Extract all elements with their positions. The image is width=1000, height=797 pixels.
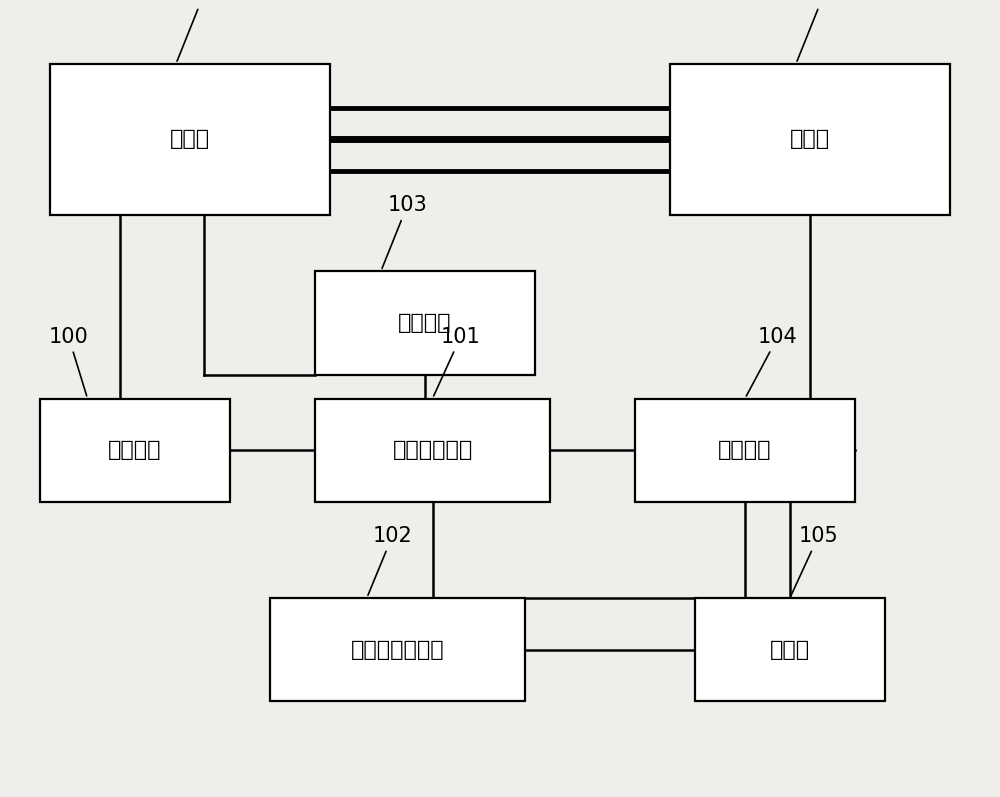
Text: 100: 100 (49, 327, 88, 396)
Bar (40, 398, 230, 502)
Text: 101: 101 (434, 327, 481, 396)
Bar (270, 598, 525, 701)
Text: 10a: 10a (177, 0, 224, 61)
Text: 数字地: 数字地 (170, 129, 210, 150)
Text: 103: 103 (382, 195, 427, 269)
Text: 音频电路: 音频电路 (718, 440, 772, 461)
Text: 模拟地: 模拟地 (790, 129, 830, 150)
Text: 104: 104 (746, 327, 798, 396)
Bar (635, 398, 855, 502)
Bar (695, 598, 885, 701)
Text: 电源管理单元: 电源管理单元 (392, 440, 473, 461)
Text: 105: 105 (791, 526, 838, 595)
Text: 扬声器: 扬声器 (770, 639, 810, 660)
Bar (315, 271, 535, 375)
Text: 音频功率放大器: 音频功率放大器 (351, 639, 444, 660)
Bar (315, 398, 550, 502)
Bar (670, 64, 950, 215)
Bar (50, 64, 330, 215)
Text: 10b: 10b (797, 0, 844, 61)
Text: 电源电路: 电源电路 (108, 440, 162, 461)
Text: 102: 102 (368, 526, 412, 595)
Text: 通信模块: 通信模块 (398, 312, 452, 333)
